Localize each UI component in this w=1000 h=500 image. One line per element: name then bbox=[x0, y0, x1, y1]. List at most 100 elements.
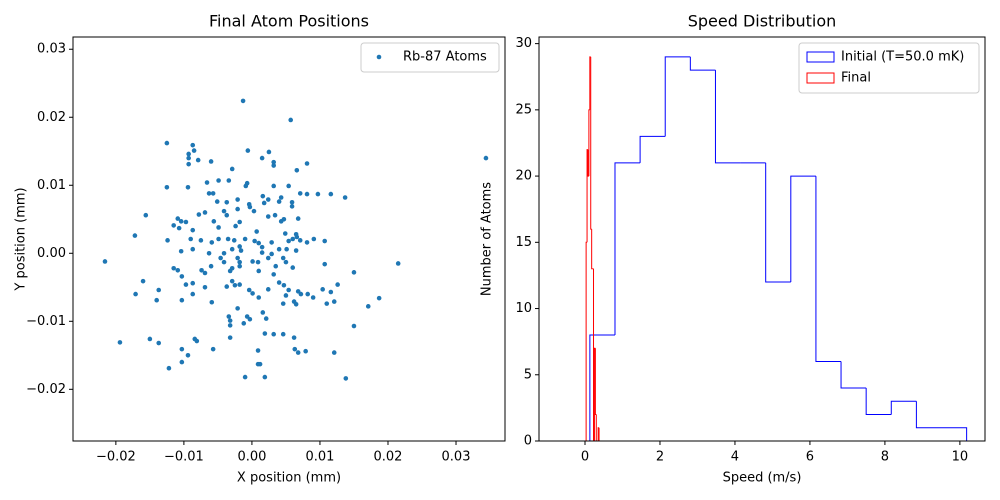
scatter-point bbox=[259, 250, 265, 255]
scatter-point bbox=[233, 223, 238, 229]
legend-box bbox=[798, 42, 980, 94]
scatter-point bbox=[351, 323, 357, 329]
scatter-point bbox=[186, 161, 191, 167]
scatter-point bbox=[231, 238, 237, 243]
scatter-point bbox=[164, 140, 170, 146]
histogram-bin bbox=[790, 175, 816, 283]
scatter-point bbox=[290, 265, 296, 270]
scatter-point bbox=[221, 250, 227, 256]
scatter-point bbox=[295, 216, 301, 221]
y-tick-label: 30 bbox=[515, 36, 532, 51]
scatter-point bbox=[322, 238, 328, 244]
scatter-point bbox=[209, 240, 215, 245]
histogram-bin bbox=[865, 388, 892, 416]
scatter-point bbox=[269, 251, 274, 257]
x-axis-label: Speed (m/s) bbox=[723, 471, 802, 486]
scatter-point bbox=[310, 295, 316, 300]
legend-marker bbox=[806, 51, 835, 63]
legend-marker bbox=[806, 72, 835, 84]
histogram-bin bbox=[765, 162, 791, 283]
scatter-point bbox=[328, 191, 334, 197]
scatter-point bbox=[376, 295, 382, 301]
scatter-point bbox=[140, 278, 146, 284]
scatter-point bbox=[133, 291, 138, 297]
scatter-point bbox=[265, 197, 271, 202]
scatter-point bbox=[271, 331, 276, 337]
scatter-point bbox=[210, 346, 216, 352]
y-axis-label: Y position (mm) bbox=[14, 187, 29, 291]
scatter-point bbox=[198, 238, 204, 243]
scatter-point bbox=[202, 270, 208, 276]
histogram-bin bbox=[664, 56, 691, 137]
scatter-point bbox=[226, 314, 232, 319]
scatter-point bbox=[278, 219, 284, 224]
scatter-point bbox=[171, 265, 176, 271]
histogram-bin bbox=[586, 149, 588, 243]
scatter-point bbox=[165, 238, 170, 243]
scatter-point bbox=[179, 297, 185, 303]
histogram-bin bbox=[915, 401, 942, 429]
scatter-point bbox=[365, 304, 371, 309]
scatter-point bbox=[256, 240, 262, 246]
scatter-point bbox=[251, 208, 257, 214]
scatter-point bbox=[283, 259, 289, 265]
x-tick-label: 8 bbox=[881, 450, 889, 465]
scatter-point bbox=[250, 291, 255, 296]
scatter-point bbox=[265, 287, 271, 292]
histogram-bin bbox=[587, 149, 589, 177]
scatter-point bbox=[221, 259, 227, 265]
histogram-bin bbox=[598, 427, 600, 442]
scatter-point bbox=[102, 259, 108, 264]
scatter-point bbox=[154, 297, 159, 303]
scatter-point bbox=[156, 287, 162, 293]
scatter-point bbox=[304, 191, 310, 197]
scatter-point bbox=[304, 240, 310, 245]
histogram-bin bbox=[591, 229, 593, 270]
scatter-point bbox=[328, 289, 334, 295]
scatter-point bbox=[280, 301, 286, 306]
scatter-point bbox=[261, 200, 267, 206]
scatter-point bbox=[147, 336, 153, 342]
scatter-point bbox=[208, 263, 214, 269]
scatter-point bbox=[183, 219, 189, 225]
scatter-point bbox=[262, 331, 268, 336]
histogram-bin bbox=[941, 427, 968, 441]
histogram-bin bbox=[588, 109, 590, 177]
x-tick-label: 10 bbox=[952, 450, 969, 465]
scatter-point bbox=[227, 323, 233, 328]
scatter-point bbox=[176, 225, 182, 231]
scatter-point bbox=[216, 178, 221, 183]
scatter-point bbox=[225, 236, 231, 242]
scatter-point bbox=[483, 155, 489, 161]
scatter-point bbox=[188, 236, 193, 242]
scatter-point bbox=[243, 183, 249, 189]
scatter-point bbox=[237, 259, 242, 265]
scatter-point bbox=[291, 335, 297, 340]
scatter-point bbox=[294, 168, 300, 173]
scatter-point bbox=[240, 98, 246, 104]
scatter-point bbox=[237, 282, 242, 287]
legend-marker bbox=[376, 54, 382, 60]
y-tick-label: 0.01 bbox=[37, 178, 66, 193]
scatter-point bbox=[322, 261, 328, 267]
histogram-bin bbox=[590, 56, 592, 230]
histogram-bin bbox=[589, 334, 615, 441]
scatter-point bbox=[179, 346, 185, 352]
scatter-point bbox=[156, 340, 162, 346]
scatter-point bbox=[311, 236, 317, 242]
y-tick-label: 0 bbox=[524, 434, 532, 449]
scatter-point bbox=[293, 248, 299, 253]
y-tick-label: 10 bbox=[515, 301, 532, 316]
x-axis-label: X position (mm) bbox=[237, 471, 341, 486]
y-tick-label: 15 bbox=[515, 235, 532, 250]
scatter-point bbox=[227, 318, 233, 323]
histogram-bin bbox=[614, 162, 641, 336]
scatter-point bbox=[331, 299, 337, 304]
scatter-point bbox=[216, 236, 221, 242]
scatter-point bbox=[265, 214, 271, 219]
scatter-point bbox=[235, 197, 240, 202]
scatter-point bbox=[297, 238, 303, 243]
x-tick-label: 0.01 bbox=[305, 450, 334, 465]
scatter-point bbox=[280, 255, 286, 261]
